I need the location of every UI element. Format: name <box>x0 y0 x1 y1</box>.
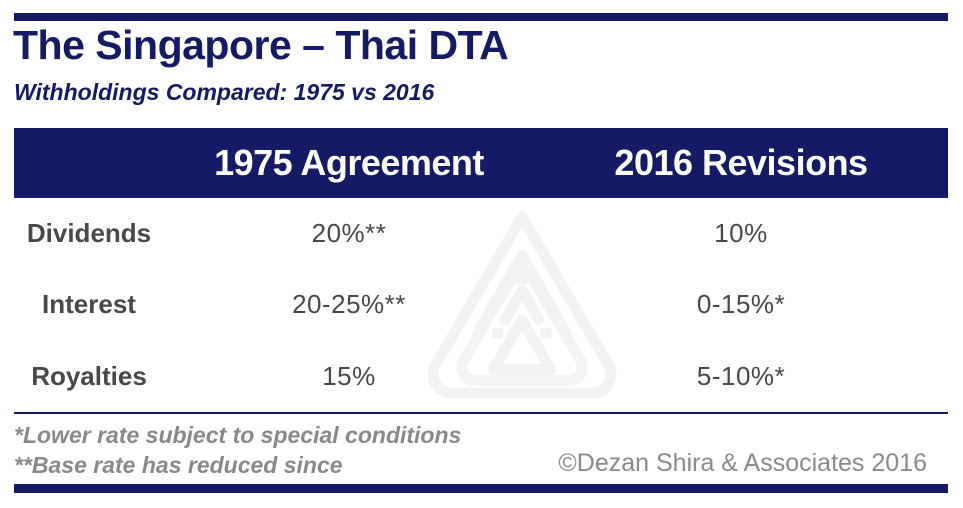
column-header-2016: 2016 Revisions <box>614 142 868 183</box>
table-row-dividends: Dividends 20%** 10% <box>14 198 948 269</box>
table-body: Dividends 20%** 10% Interest 20-25%** 0-… <box>14 198 948 412</box>
page-title: The Singapore – Thai DTA <box>13 22 509 68</box>
value-1975: 20%** <box>311 218 387 249</box>
footnote-1: *Lower rate subject to special condition… <box>14 422 462 448</box>
value-1975: 15% <box>322 360 376 391</box>
value-2016: 0-15%* <box>696 289 786 320</box>
table-row-interest: Interest 20-25%** 0-15%* <box>14 269 948 340</box>
table-header-row: 1975 Agreement 2016 Revisions <box>14 128 948 198</box>
row-label: Dividends <box>26 218 152 249</box>
column-header-1975: 1975 Agreement <box>214 142 484 183</box>
row-label: Interest <box>42 289 136 320</box>
page-subtitle: Withholdings Compared: 1975 vs 2016 <box>14 79 435 105</box>
bottom-accent-bar <box>14 484 948 493</box>
row-label: Royalties <box>31 360 147 391</box>
top-accent-bar <box>14 13 948 21</box>
footnote-2: **Base rate has reduced since <box>14 452 343 478</box>
footnote-divider-line <box>14 412 948 414</box>
value-2016: 10% <box>714 218 768 249</box>
copyright-text: ©Dezan Shira & Associates 2016 <box>558 449 927 477</box>
value-1975: 20-25%** <box>292 289 406 320</box>
value-2016: 5-10%* <box>696 360 786 391</box>
table-row-royalties: Royalties 15% 5-10%* <box>14 341 948 412</box>
